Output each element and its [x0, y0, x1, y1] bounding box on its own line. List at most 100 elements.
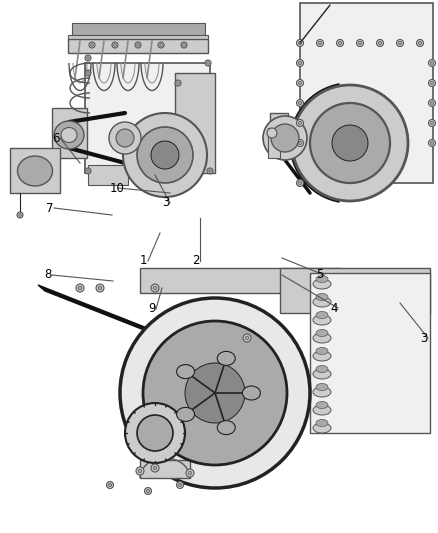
Ellipse shape [316, 329, 328, 336]
Ellipse shape [428, 79, 435, 86]
Ellipse shape [207, 168, 213, 174]
Ellipse shape [316, 419, 328, 426]
Ellipse shape [243, 334, 251, 342]
Ellipse shape [98, 286, 102, 290]
Ellipse shape [146, 489, 149, 492]
Ellipse shape [123, 113, 207, 197]
Ellipse shape [298, 141, 302, 144]
Ellipse shape [158, 42, 164, 48]
Ellipse shape [428, 60, 435, 67]
Ellipse shape [313, 405, 331, 415]
Ellipse shape [297, 140, 304, 147]
Ellipse shape [431, 122, 434, 125]
Ellipse shape [298, 61, 302, 64]
Ellipse shape [357, 39, 364, 46]
Ellipse shape [378, 42, 381, 45]
Bar [300, 3, 433, 183]
Ellipse shape [336, 39, 343, 46]
Ellipse shape [313, 387, 331, 397]
Ellipse shape [428, 100, 435, 107]
Text: 3: 3 [162, 197, 170, 209]
Ellipse shape [313, 369, 331, 379]
Ellipse shape [298, 181, 302, 184]
Ellipse shape [316, 311, 328, 319]
Ellipse shape [18, 156, 53, 186]
Ellipse shape [428, 119, 435, 126]
Text: 4: 4 [330, 302, 338, 314]
Bar [88, 165, 128, 185]
Text: 3: 3 [420, 332, 427, 344]
Ellipse shape [136, 467, 144, 475]
Ellipse shape [138, 469, 142, 473]
Ellipse shape [396, 39, 403, 46]
Ellipse shape [87, 56, 89, 59]
Ellipse shape [85, 70, 91, 76]
Ellipse shape [297, 119, 304, 126]
Ellipse shape [271, 124, 299, 152]
Ellipse shape [177, 407, 194, 422]
Bar [72, 23, 205, 35]
Ellipse shape [417, 39, 424, 46]
Ellipse shape [207, 62, 209, 64]
Ellipse shape [125, 403, 185, 463]
Ellipse shape [313, 279, 331, 289]
Ellipse shape [137, 44, 139, 46]
Ellipse shape [313, 297, 331, 307]
Ellipse shape [263, 116, 307, 160]
Ellipse shape [418, 42, 421, 45]
Text: 5: 5 [316, 269, 323, 281]
Ellipse shape [292, 85, 408, 201]
Ellipse shape [428, 140, 435, 147]
Ellipse shape [267, 128, 277, 138]
Ellipse shape [317, 39, 324, 46]
Ellipse shape [318, 42, 321, 45]
Ellipse shape [54, 121, 84, 149]
Ellipse shape [153, 466, 157, 470]
Bar [85, 63, 210, 173]
Bar [222, 5, 433, 265]
Ellipse shape [181, 42, 187, 48]
Ellipse shape [217, 421, 235, 434]
Ellipse shape [96, 284, 104, 292]
Text: 6: 6 [52, 132, 60, 144]
Text: 8: 8 [44, 269, 51, 281]
Bar [310, 273, 430, 433]
Ellipse shape [298, 101, 302, 104]
Ellipse shape [297, 180, 304, 187]
Text: 10: 10 [110, 182, 125, 195]
Ellipse shape [399, 42, 402, 45]
Ellipse shape [332, 125, 368, 161]
Ellipse shape [78, 286, 82, 290]
Ellipse shape [310, 103, 390, 183]
Bar [175, 73, 215, 173]
Ellipse shape [113, 44, 117, 46]
Ellipse shape [145, 488, 152, 495]
Ellipse shape [87, 71, 89, 74]
Ellipse shape [183, 44, 185, 46]
Ellipse shape [185, 363, 245, 423]
Ellipse shape [137, 415, 173, 451]
Ellipse shape [316, 366, 328, 373]
Bar [268, 128, 280, 158]
Ellipse shape [143, 321, 287, 465]
Ellipse shape [109, 483, 112, 487]
Ellipse shape [431, 82, 434, 85]
Ellipse shape [17, 212, 23, 218]
Ellipse shape [87, 169, 89, 172]
Text: 1: 1 [140, 254, 148, 268]
Bar [140, 268, 340, 293]
Ellipse shape [316, 276, 328, 282]
Ellipse shape [137, 127, 193, 183]
Ellipse shape [186, 469, 194, 477]
Bar [68, 39, 208, 53]
Ellipse shape [431, 141, 434, 144]
Ellipse shape [298, 122, 302, 125]
Ellipse shape [151, 464, 159, 472]
Bar [52, 108, 87, 158]
Ellipse shape [313, 333, 331, 343]
Text: 9: 9 [148, 303, 155, 316]
Ellipse shape [76, 284, 84, 292]
Ellipse shape [377, 39, 384, 46]
Ellipse shape [316, 384, 328, 391]
Ellipse shape [316, 401, 328, 408]
